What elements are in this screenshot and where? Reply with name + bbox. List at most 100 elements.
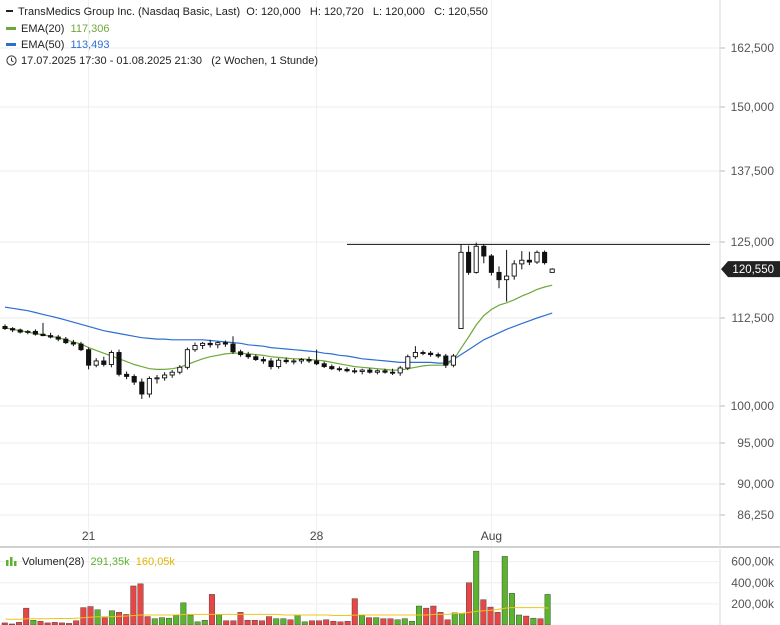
- candle-body: [48, 335, 54, 338]
- candle: [306, 356, 312, 364]
- candle: [382, 368, 388, 374]
- candle: [169, 370, 175, 378]
- candle: [184, 347, 190, 370]
- volume-legend[interactable]: Volumen(28) 291,35k 160,05k: [6, 556, 175, 568]
- candle-body: [458, 251, 464, 330]
- y-tick-label: 90,000: [737, 477, 774, 491]
- instrument-name: TransMedics Group Inc. (Nasdaq Basic, La…: [18, 6, 241, 18]
- candle-body: [473, 245, 479, 273]
- volume-bar: [208, 594, 215, 625]
- ema20-label: EMA(20): [21, 23, 65, 35]
- volume-bar: [408, 621, 415, 625]
- candle: [200, 341, 206, 349]
- volume-bar: [201, 620, 208, 625]
- volume-bar: [123, 614, 130, 625]
- candle-body: [154, 377, 160, 380]
- candle: [504, 249, 510, 302]
- candle-body: [390, 371, 396, 374]
- y-tick-label: 125,000: [731, 235, 775, 249]
- candle-body: [428, 352, 434, 356]
- candle: [390, 368, 396, 376]
- candle: [314, 349, 320, 366]
- time-range-legend[interactable]: 17.07.2025 17:30 - 01.08.2025 21:30 (2 W…: [6, 54, 319, 67]
- volume-bar: [287, 619, 294, 625]
- candle-body: [10, 328, 16, 331]
- candle: [70, 339, 76, 347]
- candle: [374, 369, 380, 375]
- volume-bar: [516, 614, 523, 625]
- y-tick-label: 162,500: [731, 41, 775, 55]
- candle: [260, 356, 266, 364]
- candle-body: [2, 325, 8, 330]
- volume-bar: [37, 621, 44, 625]
- low-label: L:: [372, 6, 383, 18]
- candle: [40, 322, 46, 337]
- candle: [10, 327, 16, 333]
- volume-grid: [0, 561, 720, 605]
- candle: [298, 358, 304, 364]
- candle: [291, 358, 297, 365]
- candle-body: [519, 259, 525, 265]
- candle: [101, 356, 107, 367]
- high-label: H:: [309, 6, 321, 18]
- candle-body: [131, 375, 137, 383]
- volume-bar: [80, 607, 87, 625]
- candle: [519, 251, 525, 270]
- x-axis-labels: 21 28 Aug: [82, 529, 502, 543]
- volume-bar: [294, 614, 301, 625]
- candle-body: [534, 251, 540, 263]
- candle-body: [283, 359, 289, 363]
- candle: [534, 250, 540, 264]
- volume-tick-label: 400,00k: [731, 576, 775, 590]
- volume-bar: [473, 550, 480, 625]
- candle: [108, 350, 114, 368]
- candle: [238, 349, 244, 357]
- candle-body: [504, 275, 510, 281]
- candle: [78, 341, 84, 352]
- candle-body: [78, 343, 84, 351]
- candle-body: [276, 359, 282, 368]
- candle: [473, 242, 479, 274]
- volume-bar: [430, 605, 437, 625]
- volume-bar: [30, 620, 37, 625]
- volume-average-line: [5, 607, 549, 620]
- candle-body: [321, 363, 327, 368]
- y-tick-label: 112,500: [732, 311, 775, 325]
- candle: [268, 358, 274, 370]
- candle: [154, 375, 160, 384]
- volume-tick-label: 200,00k: [731, 597, 775, 611]
- volume-bar: [494, 612, 501, 625]
- candles: [2, 242, 555, 399]
- candle-body: [450, 355, 456, 366]
- ema20-legend[interactable]: EMA(20) 117,306: [6, 23, 109, 35]
- candle-body: [177, 366, 183, 373]
- candle: [488, 254, 494, 276]
- main-grid: [0, 47, 725, 516]
- y-tick-label: 150,000: [731, 100, 775, 114]
- volume-bar: [423, 607, 430, 625]
- volume-bar: [144, 616, 151, 625]
- volume-bar: [216, 614, 223, 625]
- candle-body: [101, 360, 107, 365]
- volume-bar: [394, 619, 401, 625]
- volume-bar: [523, 615, 530, 625]
- volume-average-value: 160,05k: [135, 556, 175, 568]
- open-value: 120,000: [260, 6, 301, 18]
- volume-bar: [308, 620, 315, 625]
- candle-body: [139, 381, 145, 395]
- ema50-legend[interactable]: EMA(50) 113,493: [6, 39, 109, 51]
- time-range-detail: (2 Wochen, 1 Stunde): [211, 55, 319, 67]
- volume-bar: [8, 623, 15, 625]
- volume-bar: [137, 583, 144, 625]
- x-tick-label: 28: [310, 529, 324, 543]
- volume-bar: [108, 610, 115, 625]
- ohlc-legend: TransMedics Group Inc. (Nasdaq Basic, La…: [6, 6, 488, 18]
- volume-bar: [366, 617, 373, 625]
- candle-body: [511, 263, 517, 277]
- volume-bar: [387, 618, 394, 625]
- candle: [435, 352, 441, 359]
- candle-body: [314, 360, 320, 365]
- volume-bar: [244, 620, 251, 625]
- candle: [359, 368, 365, 375]
